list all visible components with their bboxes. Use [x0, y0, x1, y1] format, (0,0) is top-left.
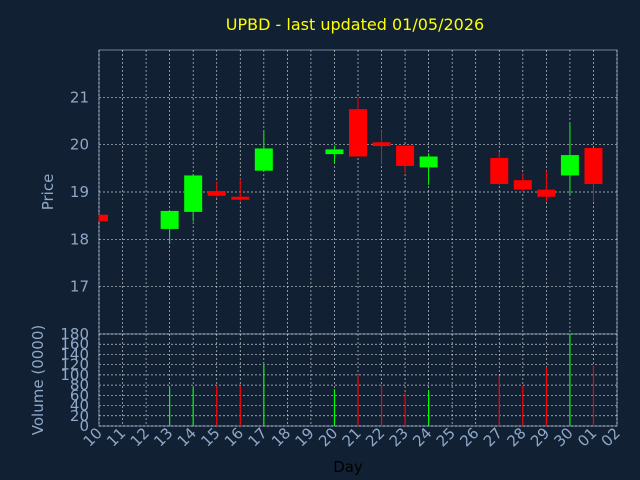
candle-24: [419, 153, 438, 185]
price-tick-label: 19: [70, 183, 89, 201]
price-panel: 17 18 19 20 21: [70, 49, 618, 335]
price-tick-label: 20: [70, 136, 89, 154]
candle-body: [99, 214, 108, 222]
candle-14: [184, 174, 203, 222]
candle-body: [184, 175, 203, 212]
candle-30: [560, 123, 579, 195]
volume-tick-label: 180: [60, 325, 89, 343]
x-tick-label: 24: [409, 424, 435, 450]
candle-body: [207, 191, 226, 196]
x-tick-label: 02: [598, 424, 624, 450]
candle-21: [349, 97, 367, 157]
x-tick-label: 28: [503, 424, 529, 450]
price-tick-label: 21: [70, 88, 89, 106]
x-tick-label: 14: [174, 424, 200, 450]
candle-16: [231, 178, 250, 202]
x-tick-label: 30: [551, 424, 577, 450]
candle-body: [254, 148, 273, 171]
volume-tick-label: 0: [79, 417, 89, 435]
volume-tick-label: 80: [70, 376, 89, 394]
candle-29: [537, 170, 556, 202]
x-tick-label: 21: [339, 424, 365, 450]
volume-tick-label: 100: [60, 366, 89, 384]
price-tick-label: 17: [70, 278, 89, 296]
x-tick-label: 23: [386, 424, 412, 450]
candle-body: [231, 196, 250, 200]
price-tick-label: 18: [70, 230, 89, 248]
candle-body: [349, 109, 367, 157]
candle-body: [372, 142, 391, 147]
candle-15: [207, 181, 226, 198]
volume-tick-label: 120: [60, 356, 89, 374]
volume-axis-label: Volume (0000): [29, 325, 47, 435]
x-tick-label: 12: [127, 424, 153, 450]
x-tick-label: 17: [244, 424, 270, 450]
x-tick-label: 22: [362, 424, 388, 450]
candle-body: [560, 155, 579, 176]
candle-body: [160, 210, 179, 229]
x-tick-label: 25: [433, 424, 459, 450]
candle-17: [254, 130, 273, 171]
volume-tick-label: 160: [60, 335, 89, 353]
candle-22: [372, 130, 391, 165]
candle-body: [419, 156, 438, 168]
volume-tick-label: 20: [70, 407, 89, 425]
x-tick-label: 15: [197, 424, 223, 450]
chart-title: UPBD - last updated 01/05/2026: [226, 15, 484, 34]
x-axis: 1011121314151617181920212223242526272829…: [80, 424, 624, 450]
candle-01: [584, 147, 603, 202]
x-tick-label: 18: [268, 424, 294, 450]
x-tick-label: 16: [221, 424, 247, 450]
candle-20: [325, 145, 344, 163]
x-tick-label: 01: [574, 424, 600, 450]
candle-23: [396, 145, 415, 174]
x-tick-label: 13: [150, 424, 176, 450]
candle-10: [98, 214, 108, 222]
candle-body: [513, 180, 532, 190]
volume-tick-label: 60: [70, 386, 89, 404]
volume-tick-label: 140: [60, 345, 89, 363]
price-axis-label: Price: [39, 174, 57, 211]
candle-28: [513, 173, 532, 192]
x-tick-label: 27: [480, 424, 506, 450]
x-tick-label: 11: [103, 424, 129, 450]
candle-body: [396, 145, 415, 166]
candle-body: [537, 189, 556, 197]
candle-body: [584, 147, 603, 184]
candle-body: [490, 157, 509, 184]
x-axis-label: Day: [333, 458, 363, 476]
x-tick-label: 19: [292, 424, 318, 450]
candle-13: [160, 210, 179, 245]
x-tick-label: 26: [456, 424, 482, 450]
candle-27: [490, 151, 509, 185]
x-tick-label: 29: [527, 424, 553, 450]
candle-body: [325, 149, 344, 155]
volume-tick-label: 40: [70, 397, 89, 415]
x-tick-label: 20: [315, 424, 341, 450]
